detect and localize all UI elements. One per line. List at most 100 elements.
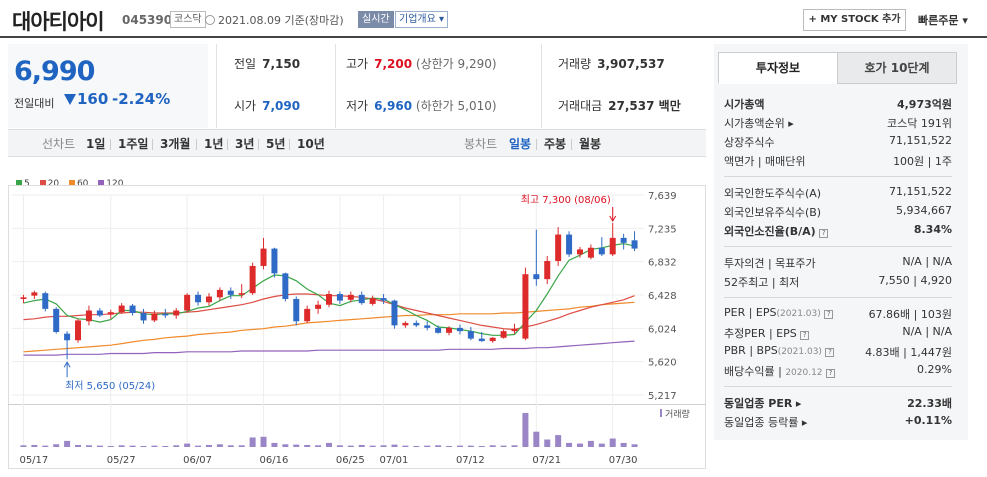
volume-bar [85,445,92,447]
volume-bar [96,445,103,447]
company-info-label: 기업개요 [399,14,436,25]
y-tick-label: 7,639 [648,191,677,202]
x-tick-label: 05/27 [107,455,136,466]
market-cap-row: 시가총액 4,973억원 [724,94,952,113]
candle-body [500,331,507,338]
low-value: 6,960 [374,99,413,113]
candle-body [20,297,27,299]
help-icon[interactable]: ? [826,369,836,378]
candle-body [631,240,638,249]
legend-ma20-label: 20 [47,179,60,189]
add-mystock-button[interactable]: + MY STOCK 추가 [803,9,906,31]
candle-body [53,308,60,332]
volume-bar [282,444,289,447]
volume-bar [162,445,169,447]
candle-body [358,294,365,304]
period-1w[interactable]: 1주일 [118,137,149,151]
sector-rate-label-text: 동일업종 등락률 [724,416,799,429]
candle-body [336,294,343,301]
prev-close-label: 전일 [234,57,257,71]
foreign-ratio-label-text: 외국인소진율(B/A) [724,225,816,238]
help-icon[interactable]: ? [824,310,834,319]
per-label: PER | EPS(2021.03) ? [724,306,834,319]
volume-label: 거래량 [558,57,592,71]
company-name: 대아티아이 [12,10,105,34]
candle-body [107,312,114,315]
stock-chart[interactable]: 7,639 7,235 6,832 6,428 6,024 5,620 5,217 05/17… [8,185,706,470]
period-3y[interactable]: 3년 [235,137,255,151]
sector-rate-label[interactable]: 동일업종 등락률 ▸ [724,414,807,430]
period-5y[interactable]: 5년 [266,137,286,151]
candle-body [391,300,398,326]
volume: 거래량 3,907,537 [558,55,665,72]
volume-bar [391,444,398,447]
divider [724,176,952,177]
candle-body [31,292,38,296]
candle-chart-label: 봉차트 [464,137,498,151]
legend-ma60[interactable]: 60 [68,179,88,189]
period-1d[interactable]: 1일 [86,137,106,151]
volume-bar [118,445,125,447]
volume-bar [107,445,114,447]
tab-orderbook[interactable]: 호가 10단계 [837,52,957,84]
volume-bar [129,445,136,447]
pbr-date: (2021.03) [777,347,822,357]
candle-body [85,310,92,322]
volume-bar [446,445,453,447]
company-info-dropdown[interactable]: 기업개요 ▾ [395,11,449,28]
stock-header: 대아티아이 045390 코스닥 2021.08.09 기준(장마감) 실시간 … [0,0,987,38]
price-change-value: 160 [77,90,109,108]
candle-body [271,248,278,274]
candle-daily[interactable]: 일봉 [509,137,532,151]
divider [289,139,290,150]
volume-bar [522,413,529,447]
trade-amount: 거래대금 27,537 백만 [558,97,681,114]
upper-limit: (상한가 9,290) [415,57,497,71]
volume-legend-swatch [660,409,662,417]
volume-bar [369,445,376,447]
volume-bar [173,445,180,447]
realtime-button[interactable]: 실시간 [358,11,394,28]
period-3m[interactable]: 3개월 [160,137,191,151]
candle-body [162,313,169,316]
candle-weekly[interactable]: 주봉 [544,137,567,151]
period-10y[interactable]: 10년 [297,137,325,151]
legend-ma120[interactable]: 120 [98,179,123,189]
x-tick-label: 06/25 [336,455,365,466]
open-label: 시가 [234,99,257,113]
foreign-limit-row: 외국인한도주식수(A) 71,151,522 [724,183,952,202]
x-tick-label: 06/07 [183,455,212,466]
market-cap-rank-label[interactable]: 시가총액순위 ▸ [724,115,794,131]
help-icon[interactable]: ? [800,331,810,340]
legend-ma5[interactable]: 5 [16,179,30,189]
y-tick-label: 6,832 [648,258,677,269]
candle-body [467,331,474,339]
tab-investment-info[interactable]: 투자정보 [718,52,838,84]
volume-bar [456,445,463,447]
volume-bar [260,436,267,447]
volume-bar [75,444,82,447]
period-1y[interactable]: 1년 [204,137,224,151]
candle-body [249,265,256,294]
volume-bar [380,445,387,447]
divider [196,139,197,150]
market-cap-label: 시가총액 [724,96,764,112]
volume-bar [325,442,333,447]
candle-monthly[interactable]: 월봉 [579,137,602,151]
lower-limit: (하한가 5,010) [415,99,497,113]
pbr-label-text: PBR | BPS [724,344,778,357]
low-arrow-head [63,361,71,368]
sector-per-label[interactable]: 동일업종 PER ▸ [724,395,801,411]
foreign-limit-label: 외국인한도주식수(A) [724,187,822,200]
opinion-row: 투자의견 | 목표주가 N/A | N/A [724,253,952,272]
volume-bar [304,444,311,447]
help-icon[interactable]: ? [819,229,829,238]
help-icon[interactable]: ? [825,348,835,357]
volume-bar [500,445,507,447]
legend-ma20[interactable]: 20 [39,179,60,189]
quick-order-dropdown[interactable]: 빠른주문 ▾ [918,12,968,28]
high-value: 7,200 [374,57,413,71]
candle-body [260,248,267,266]
candle-body [129,305,136,314]
dividend-label: 배당수익률 | 2020.12 ? [724,363,836,379]
